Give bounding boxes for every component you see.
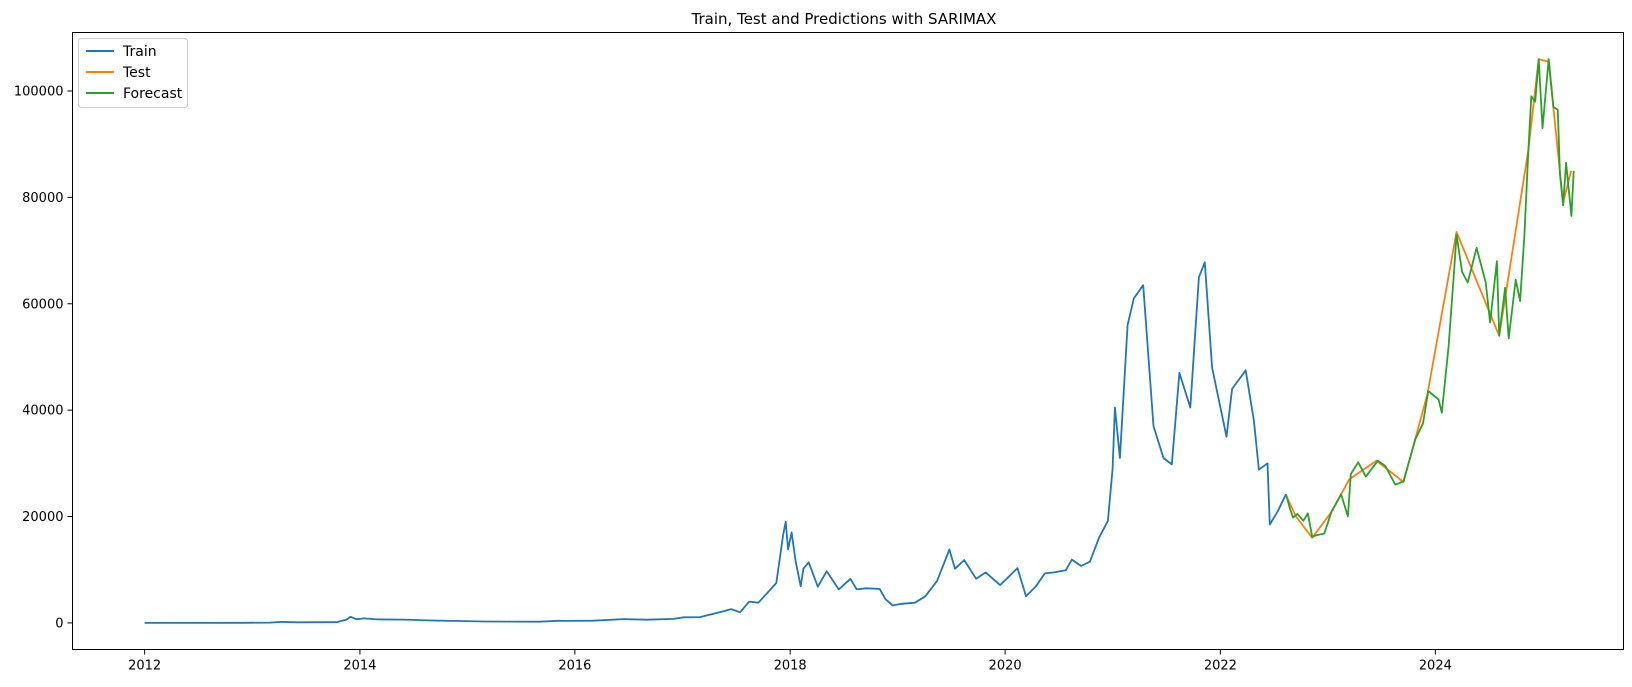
x-tick-label: 2024 bbox=[1419, 659, 1452, 674]
y-tick-label: 40000 bbox=[22, 404, 63, 419]
x-tick-label: 2016 bbox=[558, 659, 591, 674]
data-series bbox=[144, 58, 1575, 624]
y-tick-label: 0 bbox=[55, 616, 63, 631]
y-tick-label: 20000 bbox=[22, 510, 63, 525]
x-tick-label: 2020 bbox=[989, 659, 1022, 674]
x-tick-label: 2018 bbox=[774, 659, 807, 674]
y-tick-label: 60000 bbox=[22, 297, 63, 312]
axis-ticks: 2012 2014 2016 2018 2020 2022 2024 0 20000 40000 6… bbox=[14, 85, 1452, 674]
x-tick-label: 2012 bbox=[128, 659, 161, 674]
x-tick-label: 2022 bbox=[1204, 659, 1237, 674]
legend-label-test: Test bbox=[122, 65, 151, 81]
y-tick-label: 80000 bbox=[22, 191, 63, 206]
y-tick-label: 100000 bbox=[14, 85, 64, 100]
series-line-forecast bbox=[1285, 58, 1575, 538]
legend-box bbox=[78, 38, 188, 108]
legend-label-train: Train bbox=[122, 44, 157, 60]
legend-label-forecast: Forecast bbox=[123, 86, 183, 102]
series-line-train bbox=[144, 261, 1287, 624]
legend: Train Test Forecast bbox=[78, 38, 188, 108]
plot-frame bbox=[72, 32, 1624, 650]
chart-title: Train, Test and Predictions with SARIMAX bbox=[691, 10, 997, 28]
x-tick-label: 2014 bbox=[343, 659, 376, 674]
